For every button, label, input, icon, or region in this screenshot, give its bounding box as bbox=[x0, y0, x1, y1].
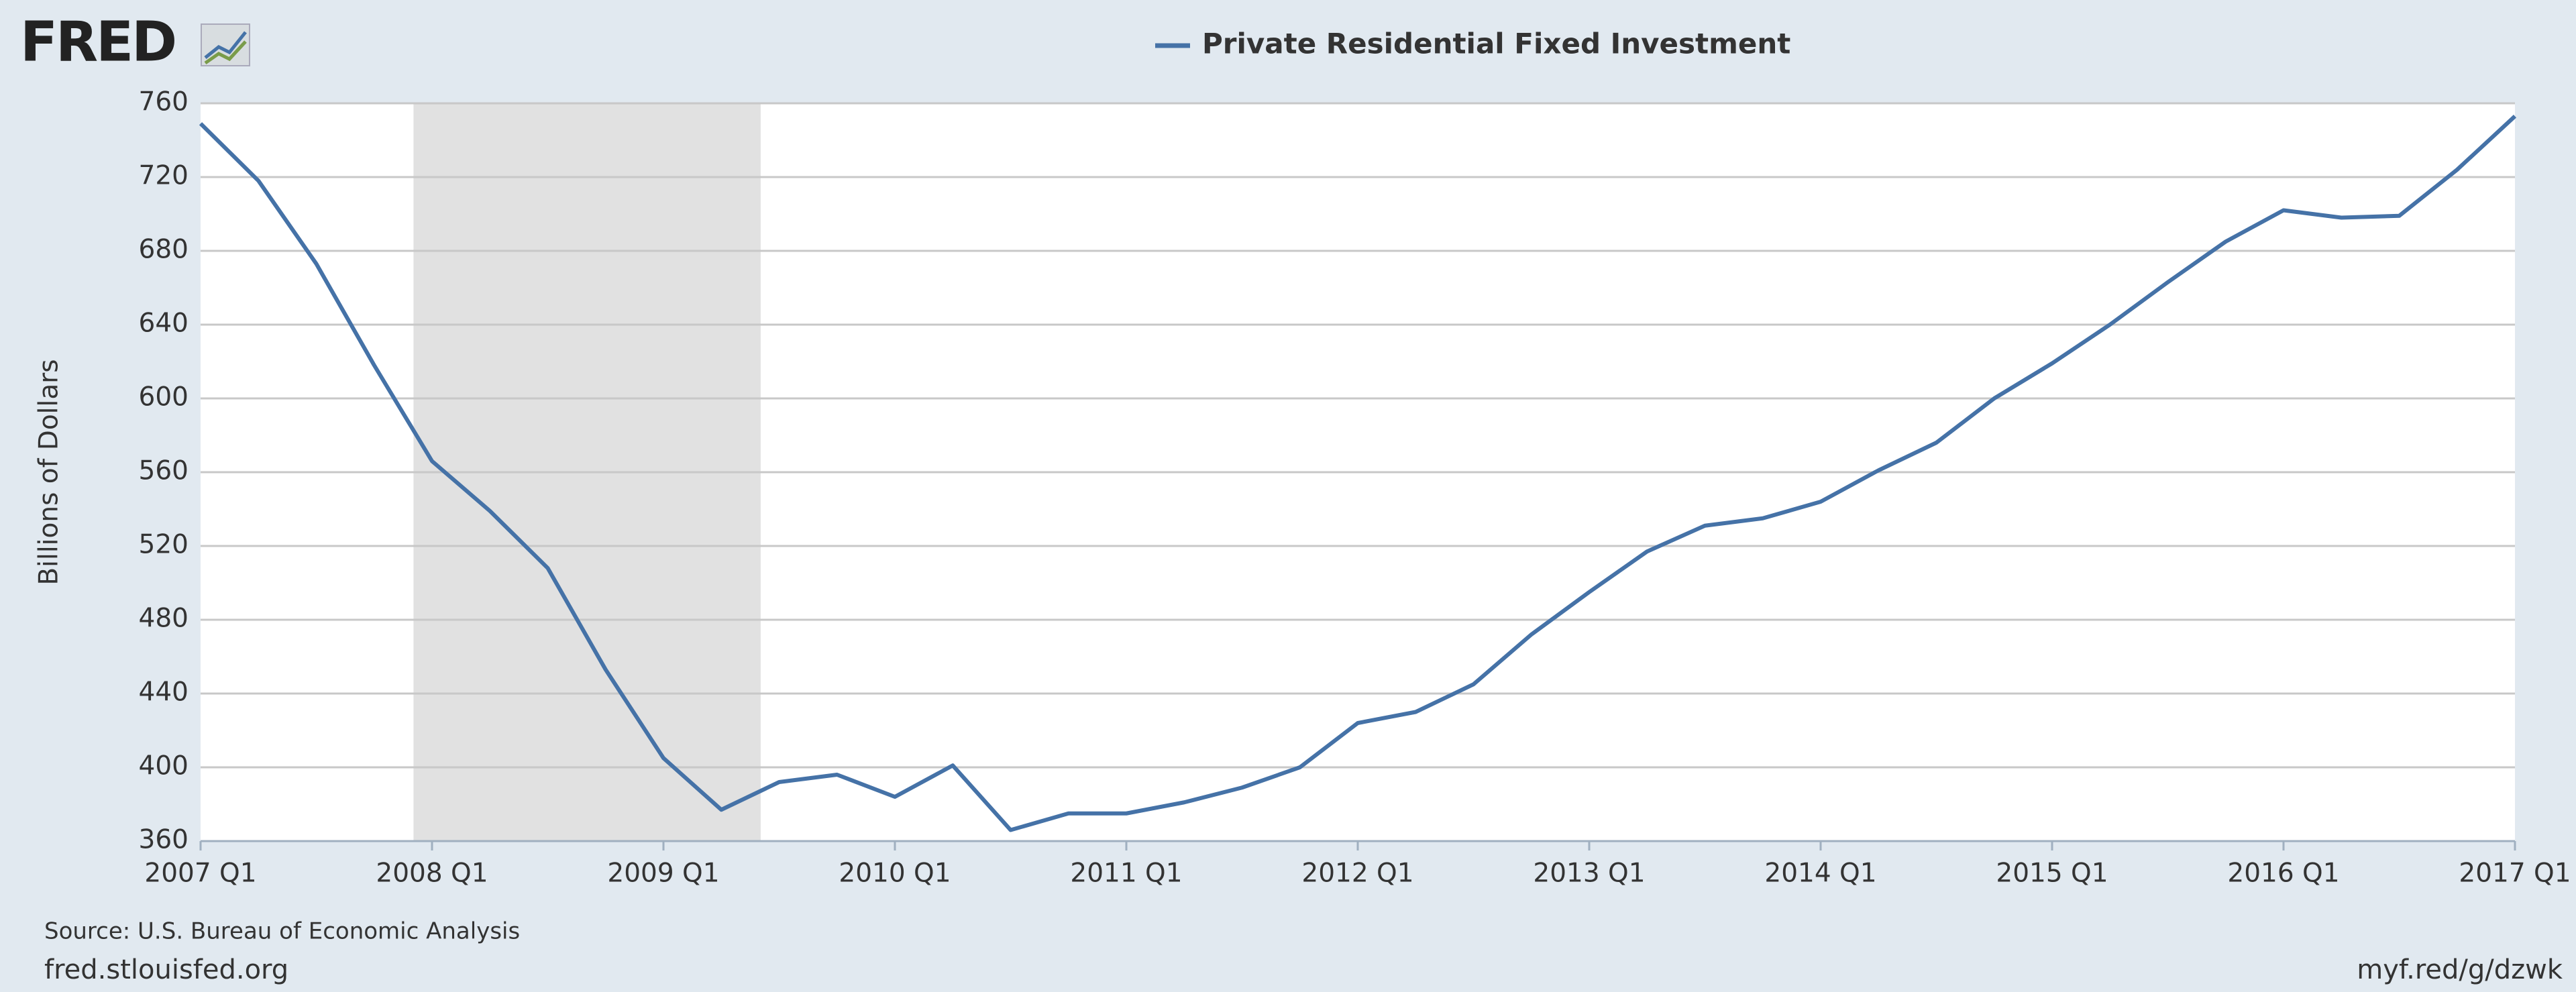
x-tick-label: 2007 Q1 bbox=[144, 859, 256, 889]
y-tick-label: 360 bbox=[139, 825, 189, 855]
y-tick-label: 720 bbox=[139, 161, 189, 191]
y-tick-label: 480 bbox=[139, 604, 189, 634]
site: fred.stlouisfed.org bbox=[44, 954, 288, 985]
x-tick-label: 2012 Q1 bbox=[1301, 859, 1413, 889]
x-tick-label: 2017 Q1 bbox=[2459, 859, 2571, 889]
logo-icon bbox=[201, 23, 250, 66]
y-tick-label: 600 bbox=[139, 382, 189, 412]
x-tick-label: 2015 Q1 bbox=[1996, 859, 2108, 889]
short-link[interactable]: myf.red/g/dzwk bbox=[2357, 954, 2563, 985]
source: Source: U.S. Bureau of Economic Analysis bbox=[44, 918, 520, 945]
x-tick-label: 2011 Q1 bbox=[1070, 859, 1182, 889]
y-tick-label: 640 bbox=[139, 309, 189, 339]
legend-label: Private Residential Fixed Investment bbox=[1202, 27, 1790, 60]
y-tick-label: 760 bbox=[139, 87, 189, 117]
x-tick-label: 2009 Q1 bbox=[607, 859, 719, 889]
y-tick-label: 440 bbox=[139, 677, 189, 708]
x-tick-label: 2010 Q1 bbox=[839, 859, 951, 889]
logo: FRED bbox=[20, 10, 175, 74]
y-tick-label: 400 bbox=[139, 751, 189, 781]
x-tick-label: 2008 Q1 bbox=[376, 859, 488, 889]
y-tick-label: 520 bbox=[139, 530, 189, 560]
y-axis-label: Billions of Dollars bbox=[34, 359, 64, 585]
y-tick-label: 560 bbox=[139, 456, 189, 486]
x-tick-label: 2013 Q1 bbox=[1533, 859, 1645, 889]
y-tick-label: 680 bbox=[139, 235, 189, 265]
data-line bbox=[199, 115, 2517, 832]
x-tick-label: 2014 Q1 bbox=[1764, 859, 1876, 889]
x-tick-label: 2016 Q1 bbox=[2227, 859, 2339, 889]
